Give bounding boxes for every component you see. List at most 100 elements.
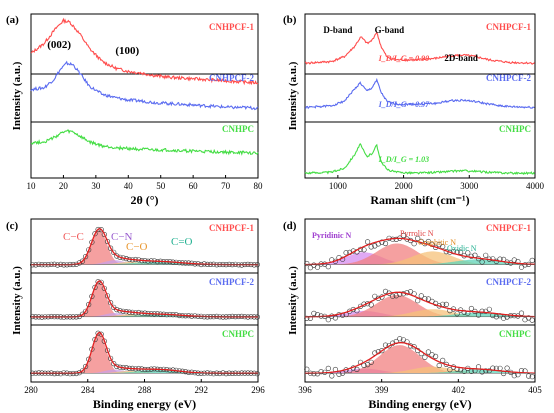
data-point (325, 317, 331, 323)
data-point (336, 371, 342, 377)
data-point (86, 301, 92, 308)
component-fill (31, 369, 258, 374)
annotation-2d-band: 2D-band (444, 53, 478, 63)
x-tick-label: 60 (189, 181, 199, 191)
data-point (436, 362, 442, 369)
data-point (447, 249, 453, 255)
data-point (361, 362, 367, 369)
series-line (30, 129, 259, 156)
data-point (111, 361, 117, 367)
data-point (468, 305, 475, 312)
data-point (415, 235, 421, 241)
x-tick-label: 50 (156, 181, 166, 191)
annotation-002: (002) (47, 39, 71, 51)
series-label: CNHPC (222, 329, 254, 339)
fit-envelope (305, 291, 535, 318)
data-point (92, 231, 98, 237)
data-point (104, 238, 111, 245)
data-point (465, 250, 471, 256)
panel-c: 280 284 288 292 296 Binding energy (eV) Intens… (6, 218, 265, 411)
data-point (325, 365, 331, 372)
plot-frame (30, 13, 259, 179)
data-point (454, 311, 460, 317)
component-label: Pyrrolic N (400, 229, 434, 238)
data-point (92, 284, 98, 291)
data-point (379, 239, 385, 245)
component-label: Pyridinic N (312, 231, 352, 240)
series-line (304, 31, 535, 65)
x-axis-label: 2θ (°) (130, 193, 158, 207)
panel-b: 1000 2000 3000 4000 Raman shift (cm⁻¹) Intens… (283, 13, 545, 207)
plot-frame (304, 218, 536, 383)
x-tick-label: 70 (221, 181, 231, 191)
data-point (475, 312, 482, 318)
data-point (82, 363, 89, 370)
data-point (89, 239, 95, 245)
data-point (433, 300, 439, 307)
data-point (511, 257, 517, 263)
panel-label: (b) (283, 14, 297, 26)
data-point (461, 368, 467, 375)
x-axis-label: Raman shift (cm⁻¹) (370, 193, 469, 207)
data-point (429, 241, 435, 247)
data-point (329, 373, 335, 379)
series-line (30, 60, 259, 111)
panel-a: 10 20 30 40 50 60 70 80 2θ (°) Intensity (a.u.) (a… (6, 13, 263, 207)
data-point (418, 238, 424, 244)
data-point (382, 288, 389, 295)
data-point (529, 317, 535, 323)
x-tick-label: 402 (452, 385, 466, 395)
data-point (343, 250, 349, 256)
data-point (433, 353, 439, 360)
data-point (107, 300, 114, 306)
component-fill (305, 345, 535, 374)
data-point (98, 279, 104, 285)
series-line (304, 77, 535, 110)
data-point (104, 293, 111, 299)
annotation-g-band: G-band (375, 25, 405, 35)
y-axis-label: Intensity (a.u.) (11, 61, 23, 130)
data-point (114, 307, 120, 313)
data-point (365, 239, 371, 245)
component-fill (305, 369, 535, 374)
data-point (486, 306, 492, 312)
data-point (368, 359, 374, 365)
data-point (304, 366, 310, 372)
component-fill (305, 312, 535, 317)
component-label: C−C (63, 231, 84, 243)
series-label: CNHPCF-2 (486, 73, 531, 83)
data-point (107, 355, 114, 361)
component-label: Oxidic N (447, 244, 477, 253)
component-label: C=O (171, 236, 193, 248)
component-fill (305, 366, 535, 374)
data-point (483, 252, 489, 258)
series-line (304, 142, 535, 176)
x-tick-label: 10 (27, 181, 37, 191)
data-point (479, 308, 485, 314)
data-point (82, 308, 89, 314)
data-point (390, 293, 396, 299)
panel-label: (a) (6, 14, 19, 26)
id-ig-ratio-label: I_D/I_G = 0.90 (378, 54, 430, 63)
fit-envelope (305, 237, 535, 266)
data-point (361, 247, 367, 253)
data-point (529, 257, 535, 264)
x-tick-label: 288 (138, 385, 152, 395)
series-label: CNHPC (499, 329, 531, 339)
data-point (443, 301, 449, 308)
data-point (86, 356, 92, 362)
data-point (307, 315, 314, 321)
data-point (429, 352, 435, 358)
x-tick-label: 30 (91, 181, 101, 191)
series-label: CNHPCF-2 (209, 277, 254, 287)
data-point (501, 315, 507, 321)
panel-label: (c) (6, 220, 19, 232)
data-point (522, 317, 528, 323)
x-tick-label: 20 (59, 181, 69, 191)
component-fill (305, 251, 535, 265)
series-label: CNHPC (499, 124, 531, 134)
data-point (318, 369, 324, 375)
data-point (79, 311, 86, 317)
data-point (354, 366, 360, 373)
